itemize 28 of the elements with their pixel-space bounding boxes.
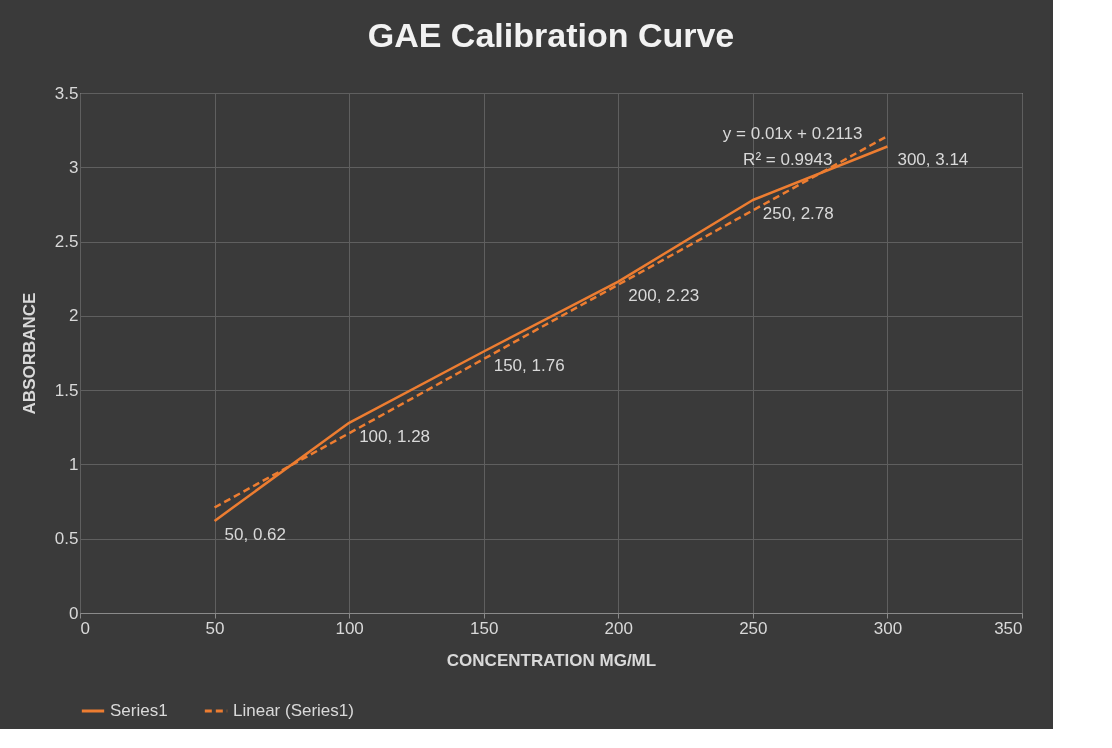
annotation: y = 0.01x + 0.2113	[722, 124, 863, 144]
y-tick-label: 0.5	[54, 529, 79, 549]
data-label: 50, 0.62	[224, 524, 287, 544]
y-tick-label: 2.5	[54, 232, 79, 252]
legend-label: Linear (Series1)	[233, 701, 354, 720]
y-tick-label: 3.5	[54, 83, 79, 103]
legend-label: Series1	[110, 701, 168, 720]
x-axis-title: CONCENTRATION MG/ML	[446, 650, 657, 670]
data-label: 150, 1.76	[493, 355, 565, 375]
y-tick-label: 3	[69, 157, 79, 177]
y-tick-label: 1	[69, 454, 79, 474]
y-tick-label: 0	[69, 603, 79, 623]
x-tick-label: 350	[994, 618, 1023, 638]
data-label: 250, 2.78	[762, 203, 834, 223]
y-axis-title: ABSORBANCE	[19, 292, 39, 415]
x-tick-label: 100	[335, 618, 364, 638]
x-tick-label: 50	[205, 618, 225, 638]
data-label: 100, 1.28	[359, 426, 431, 446]
data-label: 300, 3.14	[897, 150, 969, 170]
y-tick-label: 1.5	[54, 380, 79, 400]
x-tick-label: 150	[470, 618, 499, 638]
chart-title: GAE Calibration Curve	[367, 16, 735, 54]
x-tick-label: 200	[604, 618, 633, 638]
data-label: 200, 2.23	[628, 285, 700, 305]
annotation: R² = 0.9943	[743, 150, 833, 170]
y-tick-label: 2	[69, 306, 79, 326]
x-tick-label: 250	[739, 618, 768, 638]
x-tick-label: 300	[873, 618, 903, 638]
